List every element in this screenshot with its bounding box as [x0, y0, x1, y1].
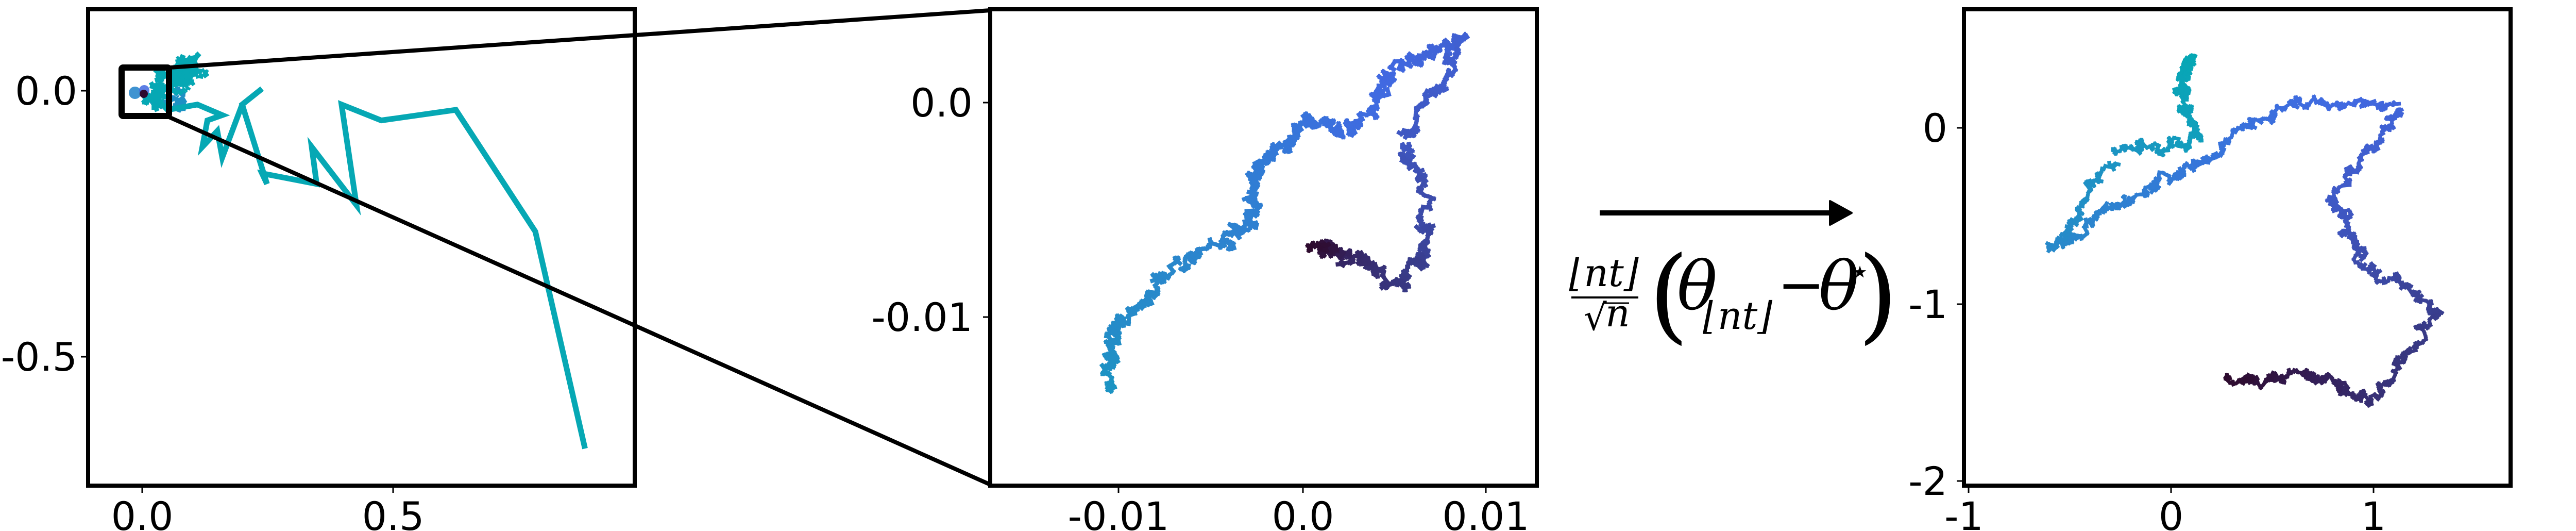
formula-radical: √ — [1584, 296, 1607, 339]
trajectory-segment — [1338, 259, 1345, 267]
formula-theta-star: θ — [1819, 247, 1859, 325]
trajectory-segment — [2225, 376, 2232, 383]
zoom-connector-top — [170, 8, 991, 70]
trajectory-segment — [192, 69, 198, 75]
arrow-head-icon — [1829, 200, 1853, 226]
right-panel: 0 -1 -2 -1 0 1 — [1908, 7, 2513, 531]
right-xtick-label-1: 1 — [2361, 493, 2386, 531]
trajectory-segment — [161, 75, 167, 80]
trajectory-segment — [1401, 275, 1409, 282]
zoom-box — [118, 64, 172, 119]
right-xtick-label-0: 0 — [2159, 493, 2183, 531]
trajectory-segment — [150, 98, 157, 103]
formula-minus: − — [1777, 252, 1825, 318]
formula-star: ⋆ — [1850, 253, 1870, 291]
trajectory-segment — [1337, 133, 1346, 140]
left-axes-frame — [86, 7, 637, 488]
trajectory-segment — [161, 95, 166, 102]
trajectory-segment — [181, 57, 189, 64]
formula-close-paren: ) — [1858, 235, 1898, 355]
middle-axes-bg — [990, 9, 1537, 486]
trajectory-segment — [1306, 247, 1314, 254]
left-panel: 0.0 -0.5 0.0 0.5 — [1, 7, 637, 531]
middle-axes-frame — [988, 7, 1539, 488]
formula-open-paren: ( — [1649, 235, 1689, 355]
trajectory-segment — [175, 71, 182, 78]
trajectory-segment — [200, 68, 207, 74]
trajectory-segment — [1252, 160, 1260, 172]
middle-ytick-label-0: 0.0 — [910, 80, 973, 126]
trajectory-segment — [144, 95, 150, 102]
middle-xtick-label-neg001: -0.01 — [1068, 493, 1170, 531]
formula-theta: θ — [1677, 247, 1717, 325]
trajectory-segment — [182, 79, 191, 89]
middle-xtick-label-0: 0.0 — [1272, 493, 1334, 531]
formula-subscript: ⌊nt⌋ — [1703, 294, 1772, 338]
left-ytick-label-0: 0.0 — [15, 68, 77, 114]
trajectory-segment — [1413, 224, 1423, 234]
scaling-formula: ⌊nt⌋ √ n ( θ ⌊nt⌋ − θ ⋆ ) — [1569, 235, 1898, 355]
left-trajectory-line — [150, 86, 588, 450]
trajectory-segment — [171, 72, 177, 77]
trajectory-segment — [155, 76, 164, 85]
trajectory-segment — [1382, 73, 1389, 81]
trajectory-segment — [182, 87, 188, 93]
trajectory-segment — [2055, 236, 2062, 241]
trajectory-segment — [2122, 194, 2127, 200]
left-xtick-label-05: 0.5 — [362, 493, 425, 531]
trajectory-segment — [198, 73, 204, 79]
formula-numerator: ⌊nt⌋ — [1569, 251, 1638, 295]
zoom-connector-bottom — [168, 115, 991, 487]
right-trajectory — [2044, 53, 2445, 408]
origin-cluster-blue — [129, 87, 141, 99]
right-ytick-label-neg2: -2 — [1908, 458, 1947, 504]
trajectory-segment — [181, 89, 187, 94]
trajectory-segment — [153, 105, 160, 112]
formula-denominator-n: n — [1605, 291, 1630, 336]
trajectory-segment — [195, 51, 201, 58]
middle-xtick-label-001: 0.01 — [1442, 493, 1529, 531]
right-axes-frame — [1962, 7, 2513, 488]
left-trajectory — [129, 51, 588, 450]
trajectory-segment — [179, 68, 185, 72]
trajectory-segment — [2194, 124, 2200, 131]
trajectory-segment — [159, 93, 166, 99]
middle-trajectory — [1099, 31, 1470, 394]
right-ytick-label-neg1: -1 — [1908, 281, 1947, 327]
trajectory-segment — [172, 88, 180, 96]
middle-panel: 0.0 -0.01 -0.01 0.0 0.01 — [871, 7, 1539, 531]
trajectory-segment — [177, 89, 183, 96]
right-xtick-label-neg1: -1 — [1944, 493, 1984, 531]
trajectory-segment — [188, 71, 196, 79]
trajectory-segment — [1173, 256, 1183, 267]
right-ytick-label-0: 0 — [1923, 105, 1947, 151]
trajectory-segment — [1236, 224, 1247, 233]
trajectory-segment — [177, 80, 182, 86]
trajectory-segment — [2282, 103, 2290, 110]
trajectory-segment — [185, 71, 190, 77]
trajectory-segment — [155, 83, 163, 91]
trajectory-segment — [1396, 129, 1404, 137]
trajectory-segment — [192, 55, 199, 62]
trajectory-segment — [142, 96, 147, 103]
middle-ytick-label-neg001: -0.01 — [871, 294, 973, 340]
origin-cluster-dark — [140, 90, 148, 98]
left-xtick-label-0: 0.0 — [111, 493, 174, 531]
convergence-arrow — [1600, 200, 1853, 226]
left-ytick-label-neg05: -0.5 — [1, 334, 77, 380]
